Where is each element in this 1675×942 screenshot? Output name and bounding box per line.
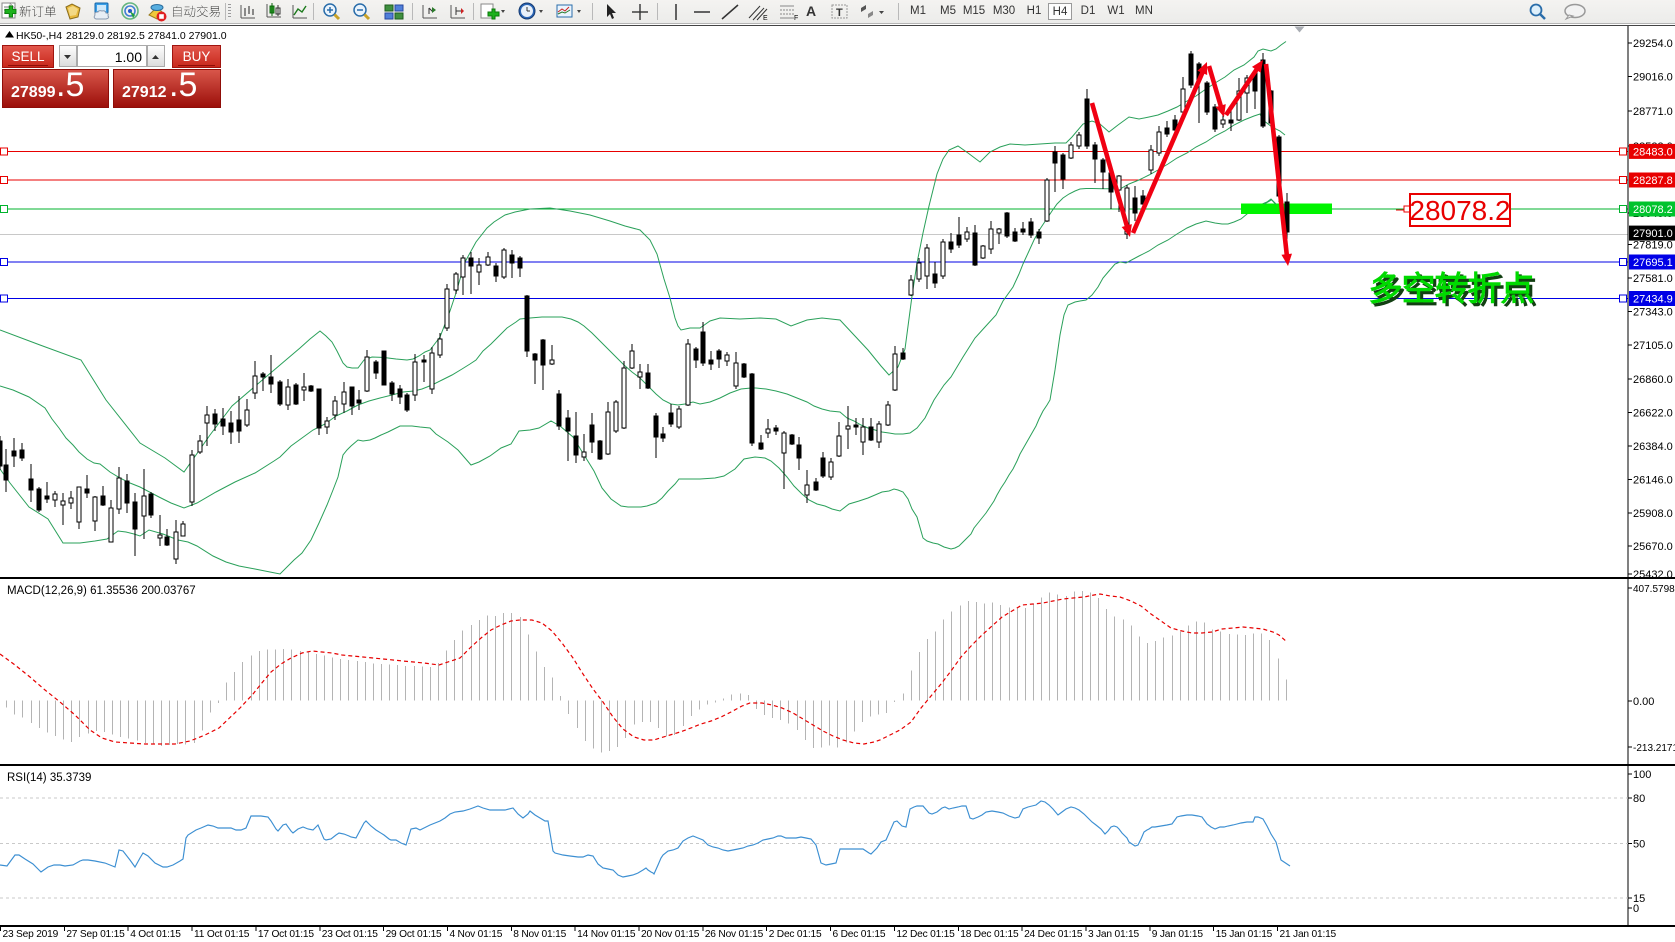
svg-text:MACD(12,26,9) 61.35536 200.037: MACD(12,26,9) 61.35536 200.03767	[7, 585, 196, 597]
svg-text:24 Dec 01:15: 24 Dec 01:15	[1024, 929, 1083, 940]
svg-text:15 Jan 01:15: 15 Jan 01:15	[1216, 929, 1273, 940]
svg-text:17 Oct 01:15: 17 Oct 01:15	[258, 929, 314, 940]
svg-text:28078.2: 28078.2	[1409, 195, 1510, 226]
svg-text:15: 15	[1633, 893, 1645, 905]
svg-text:4 Oct 01:15: 4 Oct 01:15	[130, 929, 181, 940]
svg-text:E: E	[763, 15, 768, 22]
svg-text:28771.0: 28771.0	[1633, 106, 1673, 118]
svg-text:27695.1: 27695.1	[1633, 257, 1673, 269]
svg-text:25908.0: 25908.0	[1633, 508, 1673, 520]
svg-text:-213.2171: -213.2171	[1633, 743, 1675, 754]
svg-text:25670.0: 25670.0	[1633, 541, 1673, 553]
svg-text:50: 50	[1633, 839, 1645, 851]
svg-text:0.00: 0.00	[1633, 696, 1654, 708]
svg-text:27434.9: 27434.9	[1633, 294, 1673, 306]
svg-text:29 Oct 01:15: 29 Oct 01:15	[386, 929, 442, 940]
svg-text:80: 80	[1633, 793, 1645, 805]
svg-text:27343.0: 27343.0	[1633, 306, 1673, 318]
svg-text:2 Dec 01:15: 2 Dec 01:15	[769, 929, 822, 940]
svg-text:21 Jan 01:15: 21 Jan 01:15	[1280, 929, 1337, 940]
svg-text:4 Nov 01:15: 4 Nov 01:15	[449, 929, 502, 940]
svg-text:26860.0: 26860.0	[1633, 374, 1673, 386]
svg-text:27901.0: 27901.0	[1633, 228, 1673, 240]
svg-text:RSI(14) 35.3739: RSI(14) 35.3739	[7, 772, 91, 784]
svg-text:100: 100	[1633, 769, 1651, 781]
svg-text:28287.8: 28287.8	[1633, 175, 1673, 187]
svg-text:12 Dec 01:15: 12 Dec 01:15	[896, 929, 955, 940]
svg-text:14 Nov 01:15: 14 Nov 01:15	[577, 929, 636, 940]
svg-text:26622.0: 26622.0	[1633, 408, 1673, 420]
svg-text:27581.0: 27581.0	[1633, 273, 1673, 285]
svg-text:11 Oct 01:15: 11 Oct 01:15	[194, 929, 250, 940]
svg-text:27 Sep 01:15: 27 Sep 01:15	[66, 929, 125, 940]
svg-text:9 Jan 01:15: 9 Jan 01:15	[1152, 929, 1204, 940]
svg-text:6 Dec 01:15: 6 Dec 01:15	[833, 929, 886, 940]
svg-text:T: T	[836, 7, 843, 19]
svg-text:18 Dec 01:15: 18 Dec 01:15	[960, 929, 1019, 940]
svg-text:28129.0 28192.5 27841.0 27901.: 28129.0 28192.5 27841.0 27901.0	[66, 30, 227, 42]
svg-text:29016.0: 29016.0	[1633, 72, 1673, 84]
svg-text:HK50-,H4: HK50-,H4	[16, 30, 62, 42]
svg-text:8 Nov 01:15: 8 Nov 01:15	[513, 929, 566, 940]
svg-text:3 Jan 01:15: 3 Jan 01:15	[1088, 929, 1140, 940]
svg-text:26 Nov 01:15: 26 Nov 01:15	[705, 929, 764, 940]
svg-text:27105.0: 27105.0	[1633, 340, 1673, 352]
svg-text:29254.0: 29254.0	[1633, 38, 1673, 50]
svg-text:28078.2: 28078.2	[1633, 204, 1673, 216]
svg-text:0: 0	[1633, 903, 1639, 915]
svg-text:23 Oct 01:15: 23 Oct 01:15	[322, 929, 378, 940]
svg-text:F: F	[794, 15, 798, 22]
svg-text:20 Nov 01:15: 20 Nov 01:15	[641, 929, 700, 940]
svg-text:23 Sep 2019: 23 Sep 2019	[3, 929, 59, 940]
svg-text:25432.0: 25432.0	[1633, 569, 1673, 581]
svg-text:26146.0: 26146.0	[1633, 474, 1673, 486]
svg-text:26384.0: 26384.0	[1633, 441, 1673, 453]
svg-text:407.57984: 407.57984	[1633, 584, 1675, 595]
svg-text:27819.0: 27819.0	[1633, 240, 1673, 252]
svg-text:28483.0: 28483.0	[1633, 146, 1673, 158]
